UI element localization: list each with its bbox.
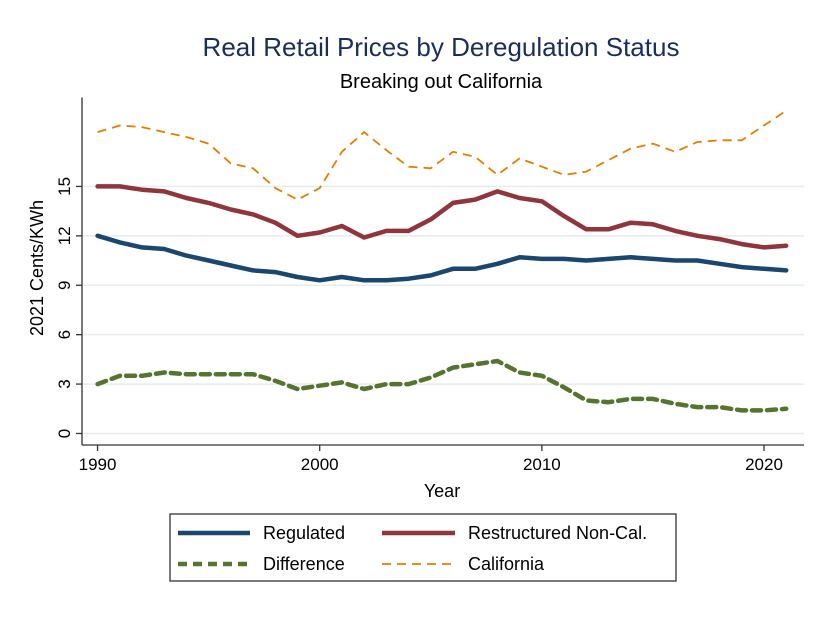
y-tick-label: 0 xyxy=(55,429,74,438)
series-line-restructured-non-cal xyxy=(95,184,789,250)
axes: 0 3 6 9 12 15 1990 2000 2010 2020 xyxy=(55,97,804,474)
series-lines xyxy=(95,109,789,413)
chart-title: Real Retail Prices by Deregulation Statu… xyxy=(203,32,680,62)
legend-item-restructured-non-cal: Restructured Non-Cal. xyxy=(382,523,647,543)
x-tick-label: 2000 xyxy=(301,455,339,474)
legend-label: Restructured Non-Cal. xyxy=(468,523,647,543)
y-tick-label: 3 xyxy=(55,379,74,388)
legend-label: California xyxy=(468,554,545,574)
gridlines xyxy=(82,185,804,435)
series-line-difference xyxy=(95,358,789,413)
x-tick-label: 2020 xyxy=(745,455,783,474)
legend-item-regulated: Regulated xyxy=(178,523,345,543)
legend: Regulated Restructured Non-Cal. Difference… xyxy=(169,513,677,582)
series-line-california xyxy=(97,109,787,201)
x-tick-label: 2010 xyxy=(523,455,561,474)
chart-subtitle: Breaking out California xyxy=(340,71,543,93)
legend-item-california: California xyxy=(382,554,545,574)
y-tick-label: 12 xyxy=(55,226,74,245)
y-tick-label: 15 xyxy=(55,177,74,196)
y-tick-label: 6 xyxy=(55,330,74,339)
legend-box xyxy=(169,513,677,582)
legend-label: Regulated xyxy=(263,523,345,543)
y-axis-title: 2021 Cents/KWh xyxy=(27,200,47,336)
x-axis-title: Year xyxy=(424,481,460,501)
series-line-regulated xyxy=(95,233,789,283)
x-tick-label: 1990 xyxy=(79,455,117,474)
legend-label: Difference xyxy=(263,554,345,574)
legend-item-difference: Difference xyxy=(178,554,345,574)
y-tick-label: 9 xyxy=(55,281,74,290)
